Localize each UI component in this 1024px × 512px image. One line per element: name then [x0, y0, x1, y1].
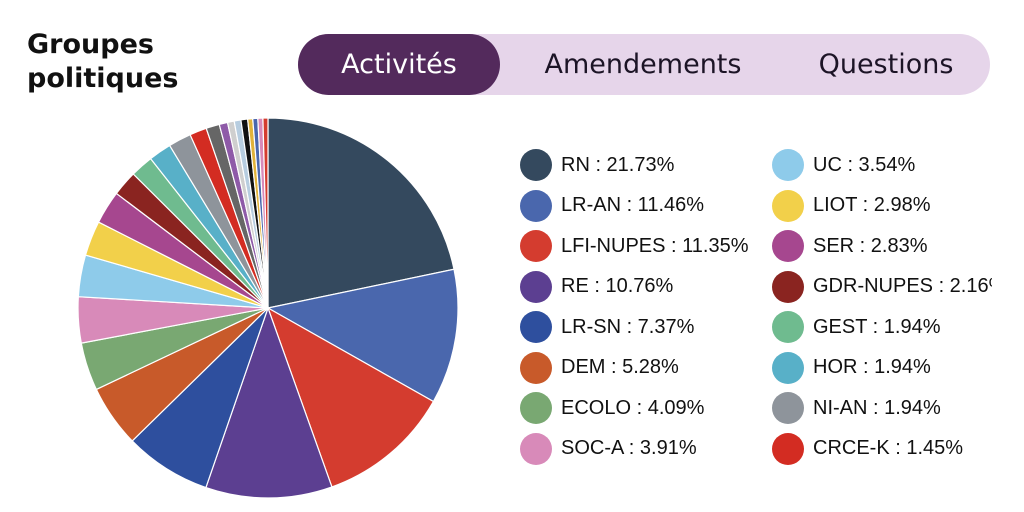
tab-bar: Activités Amendements Questions: [298, 34, 990, 95]
legend-item-hor[interactable]: HOR : 1.94%: [772, 351, 931, 385]
chart-legend: RN : 21.73% LR-AN : 11.46% LFI-NUPES : 11.…: [520, 148, 992, 468]
legend-item-uc[interactable]: UC : 3.54%: [772, 148, 915, 182]
tab-amendements[interactable]: Amendements: [544, 49, 742, 80]
legend-item-lfi-nupes[interactable]: LFI-NUPES : 11.35%: [520, 229, 748, 263]
legend-item-lr-an[interactable]: LR-AN : 11.46%: [520, 189, 704, 223]
legend-swatch: [772, 149, 804, 181]
pie-slice-minor-8[interactable]: [262, 117, 269, 309]
pie-slice-lfi-nupes[interactable]: [266, 306, 435, 488]
legend-item-re[interactable]: RE : 10.76%: [520, 270, 673, 304]
section-title-line2: politiques: [27, 63, 179, 94]
legend-swatch: [772, 432, 804, 465]
legend-label: LR-AN : 11.46%: [561, 194, 705, 216]
legend-item-ni-an[interactable]: NI-AN : 1.94%: [772, 391, 941, 425]
legend-swatch: [520, 351, 552, 384]
legend-item-gest[interactable]: GEST : 1.94%: [772, 310, 940, 344]
legend-swatch: [520, 270, 552, 303]
section-title-line1: Groupes: [27, 29, 154, 60]
legend-label: GEST : 1.94%: [813, 315, 941, 338]
legend-swatch: [520, 189, 552, 222]
legend-item-soc-a[interactable]: SOC-A : 3.91%: [520, 432, 697, 466]
legend-label: NI-AN : 1.94%: [813, 396, 941, 419]
legend-swatch: [772, 230, 804, 262]
legend-item-rn[interactable]: RN : 21.73%: [520, 148, 674, 182]
pie-chart: [77, 117, 459, 499]
legend-label: SER : 2.83%: [813, 234, 928, 257]
section-title: Groupes politiques: [27, 28, 247, 96]
legend-label: CRCE-K : 1.45%: [813, 437, 964, 459]
tab-questions[interactable]: Questions: [818, 49, 954, 80]
legend-swatch: [520, 432, 552, 465]
legend-label: SOC-A : 3.91%: [561, 437, 697, 459]
pie-slice-rn[interactable]: [267, 117, 455, 309]
legend-label: ECOLO : 4.09%: [561, 396, 705, 419]
legend-item-liot[interactable]: LIOT : 2.98%: [772, 189, 930, 223]
legend-label: GDR-NUPES : 2.16%: [813, 275, 992, 297]
legend-swatch: [772, 351, 804, 384]
legend-item-dem[interactable]: DEM : 5.28%: [520, 351, 679, 385]
legend-label: RE : 10.76%: [561, 275, 674, 297]
legend-label: HOR : 1.94%: [813, 356, 931, 378]
legend-label: LIOT : 2.98%: [813, 194, 931, 216]
legend-swatch: [772, 392, 804, 424]
tab-activites[interactable]: Activités: [298, 34, 500, 95]
pie-slice-lr-an[interactable]: [266, 268, 459, 403]
legend-item-ser[interactable]: SER : 2.83%: [772, 229, 928, 263]
legend-label: UC : 3.54%: [813, 153, 916, 176]
legend-item-crce-k[interactable]: CRCE-K : 1.45%: [772, 432, 963, 466]
legend-swatch: [772, 270, 804, 303]
pie-slice-re[interactable]: [205, 306, 333, 499]
legend-swatch: [520, 230, 552, 262]
legend-label: DEM : 5.28%: [561, 356, 679, 378]
legend-swatch: [520, 149, 552, 181]
legend-label: RN : 21.73%: [561, 153, 675, 176]
legend-item-lr-sn[interactable]: LR-SN : 7.37%: [520, 310, 694, 344]
legend-swatch: [772, 189, 804, 222]
legend-swatch: [520, 311, 552, 343]
legend-label: LFI-NUPES : 11.35%: [561, 234, 749, 257]
legend-swatch: [772, 311, 804, 343]
legend-label: LR-SN : 7.37%: [561, 315, 695, 338]
legend-item-gdr-nupes[interactable]: GDR-NUPES : 2.16%: [772, 270, 992, 304]
legend-swatch: [520, 392, 552, 424]
legend-item-ecolo[interactable]: ECOLO : 4.09%: [520, 391, 704, 425]
